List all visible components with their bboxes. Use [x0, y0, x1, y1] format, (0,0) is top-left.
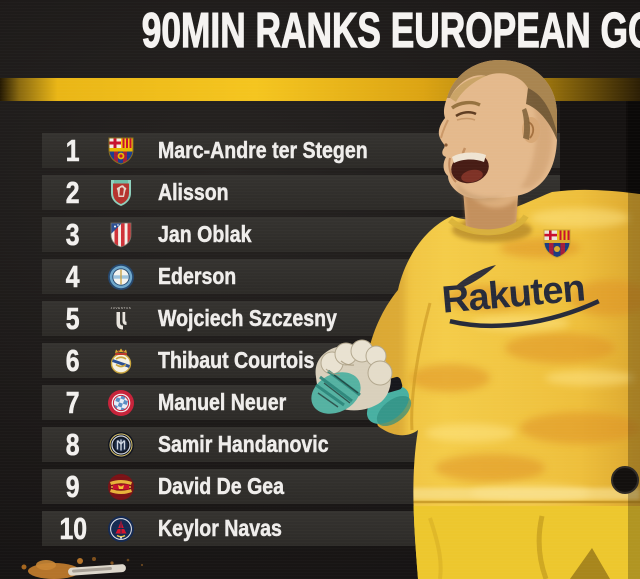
rank-column: 1	[42, 132, 104, 169]
juventus-crest-icon: JUVENTUS	[106, 304, 136, 334]
rank-number: 10	[59, 510, 87, 546]
bayern-munich-crest-icon	[106, 388, 136, 418]
name-column: Samir Handanovic	[158, 431, 359, 458]
fc-barcelona-crest-icon	[106, 136, 136, 166]
goalkeeper-name: Jan Oblak	[158, 221, 252, 248]
rank-number: 8	[66, 426, 80, 462]
goalkeeper-name: Ederson	[158, 263, 237, 290]
goalkeeper-name: David De Gea	[158, 473, 285, 500]
name-column: Wojciech Szczesny	[158, 305, 369, 332]
name-column: Alisson	[158, 179, 241, 206]
goalkeeper-name: Thibaut Courtois	[158, 347, 315, 374]
atletico-madrid-crest-icon	[106, 220, 136, 250]
liverpool-crest-icon	[106, 178, 136, 208]
rank-column: 5	[42, 300, 104, 337]
name-column: Thibaut Courtois	[158, 347, 342, 374]
rank-number: 5	[66, 300, 80, 336]
rank-column: 6	[42, 342, 104, 379]
teeth	[452, 152, 486, 163]
rank-number: 7	[66, 384, 80, 420]
page-title-text: 90MIN RANKS EUROPEAN GOALKEEPERS	[141, 3, 640, 58]
name-column: Ederson	[158, 263, 250, 290]
name-column: Keylor Navas	[158, 515, 304, 542]
svg-text:JUVENTUS: JUVENTUS	[111, 306, 132, 310]
eyebrow	[450, 100, 481, 110]
jersey-collar	[447, 214, 529, 236]
rank-number: 3	[66, 216, 80, 252]
sideburn	[522, 108, 530, 140]
rank-number: 1	[66, 132, 80, 168]
rank-column: 2	[42, 174, 104, 211]
manchester-city-crest-icon	[106, 262, 136, 292]
paint-splatter-decoration	[21, 557, 143, 579]
goalkeeper-name: Samir Handanovic	[158, 431, 329, 458]
goalkeeper-name: Marc-Andre ter Stegen	[158, 137, 368, 164]
manchester-united-crest-icon	[106, 472, 136, 502]
rank-number: 6	[66, 342, 80, 378]
fc-barcelona-jersey-crest-icon	[543, 229, 571, 259]
goalkeeper-name: Manuel Neuer	[158, 389, 287, 416]
rank-number: 9	[66, 468, 80, 504]
squinting-eye	[455, 110, 477, 118]
rank-column: 3	[42, 216, 104, 253]
rank-number: 4	[66, 258, 80, 294]
name-column: David De Gea	[158, 473, 306, 500]
hair	[447, 59, 557, 136]
rank-number: 2	[66, 174, 80, 210]
goalkeeper-name: Alisson	[158, 179, 229, 206]
player-head	[438, 59, 557, 201]
name-column: Manuel Neuer	[158, 389, 309, 416]
name-column: Jan Oblak	[158, 221, 268, 248]
player-photo: Rakuten	[311, 59, 640, 579]
nike-swoosh-icon	[456, 265, 496, 289]
rank-column: 4	[42, 258, 104, 295]
page-title: 90MIN RANKS EUROPEAN GOALKEEPERS	[0, 0, 640, 62]
rank-column: 9	[42, 468, 104, 505]
paris-saint-germain-crest-icon	[106, 514, 136, 544]
tucked-dark-glove	[611, 466, 639, 494]
goalkeeper-name: Wojciech Szczesny	[158, 305, 337, 332]
real-madrid-crest-icon	[106, 346, 136, 376]
nostril	[444, 143, 448, 147]
goalkeeper-name: Keylor Navas	[158, 515, 282, 542]
rank-column: 8	[42, 426, 104, 463]
rank-column: 7	[42, 384, 104, 421]
rank-column: 10	[42, 510, 104, 547]
inter-milan-crest-icon	[106, 430, 136, 460]
name-column: Marc-Andre ter Stegen	[158, 137, 405, 164]
goalkeeper-glove	[311, 339, 412, 427]
